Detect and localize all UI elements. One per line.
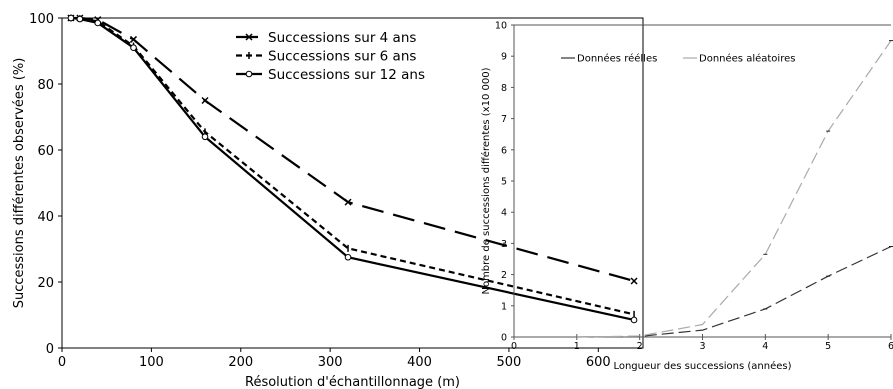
chart2-legend-label: Données aléatoires	[699, 53, 795, 65]
chart2-y-tick-label: 3	[501, 239, 507, 250]
chart1-y-tick-label: 100	[29, 12, 54, 27]
chart1-data-point	[630, 316, 638, 324]
chart2-y-tick-label: 10	[495, 21, 507, 32]
chart2-x-tick-label: 5	[825, 341, 831, 352]
chart1-x-tick-label: 500	[497, 355, 522, 370]
chart1-plot-frame	[61, 17, 644, 349]
chart1-legend-label: Successions sur 6 ans	[268, 49, 416, 65]
chart1-data-point	[201, 96, 209, 105]
chart2-y-tick-label: 0	[501, 333, 507, 344]
chart1-legend-marker	[245, 70, 253, 78]
chart2-legend-label: Données réélles	[577, 53, 657, 65]
chart1-data-point	[201, 133, 209, 141]
chart1-x-tick-label: 200	[228, 355, 253, 370]
chart1-data-point-stroke	[201, 96, 209, 105]
chart1-legend-marker-stroke	[245, 33, 253, 41]
chart1-x-axis-label: Résolution d'échantillonnage (m)	[245, 375, 460, 389]
chart2-series-line-2	[576, 40, 892, 338]
chart1-y-axis-label: Successions différentes observées (%)	[12, 58, 27, 309]
chart2-series-line-1	[576, 245, 892, 338]
chart2-x-tick-label: 2	[637, 341, 643, 352]
chart1-data-point	[67, 14, 75, 22]
chart2-x-tick-label: 3	[699, 341, 705, 352]
chart1-x-tick-label: 100	[139, 355, 164, 370]
chart1-data-point	[130, 44, 137, 52]
chart1-y-tick-label: 80	[37, 78, 54, 93]
chart1-y-tick-label: 40	[37, 210, 54, 225]
chart1-x-tick-label: 0	[58, 355, 66, 370]
chart1-data-point	[344, 253, 352, 261]
chart1-legend-label: Successions sur 4 ans	[268, 30, 416, 46]
chart2-x-axis-label: Longueur des successions (années)	[613, 360, 791, 372]
chart2-x-tick-label: 4	[762, 341, 768, 352]
chart2-y-tick-label: 4	[501, 208, 507, 219]
chart2-x-tick-label: 0	[511, 341, 517, 352]
chart1-legend-label: Successions sur 12 ans	[268, 67, 425, 83]
chart2-y-tick-label: 2	[501, 270, 507, 281]
chart1-y-tick-label: 20	[37, 276, 54, 291]
chart1-data-point-stroke	[344, 198, 352, 206]
chart2-x-tick-label: 1	[574, 341, 580, 352]
chart1-data-point	[344, 198, 352, 206]
chart1-x-tick-label: 600	[586, 355, 611, 370]
chart2-y-tick-label: 8	[501, 83, 507, 94]
chart1-data-point-stroke	[630, 277, 638, 285]
chart2-y-tick-label: 1	[501, 301, 507, 312]
chart2-y-tick-label: 9	[501, 52, 507, 63]
chart2-y-tick-label: 7	[501, 114, 507, 125]
chart2-y-axis-label: Nombre de successions différentes (x10 0…	[480, 67, 492, 294]
chart1-y-tick-label: 0	[46, 342, 54, 357]
chart1-x-tick-label: 400	[407, 355, 432, 370]
chart1-data-point	[630, 277, 638, 285]
chart1-x-tick-label: 300	[318, 355, 343, 370]
chart2-y-tick-label: 5	[501, 177, 507, 188]
chart2-x-tick-label: 6	[888, 341, 893, 352]
chart1-data-point	[94, 19, 102, 27]
chart1-data-point	[76, 15, 84, 23]
chart2-y-tick-label: 6	[501, 145, 507, 156]
chart1-data-point	[129, 35, 138, 43]
chart1-y-tick-label: 60	[37, 144, 54, 159]
chart1-data-point-stroke	[129, 35, 138, 43]
chart1-legend-marker	[245, 33, 253, 41]
